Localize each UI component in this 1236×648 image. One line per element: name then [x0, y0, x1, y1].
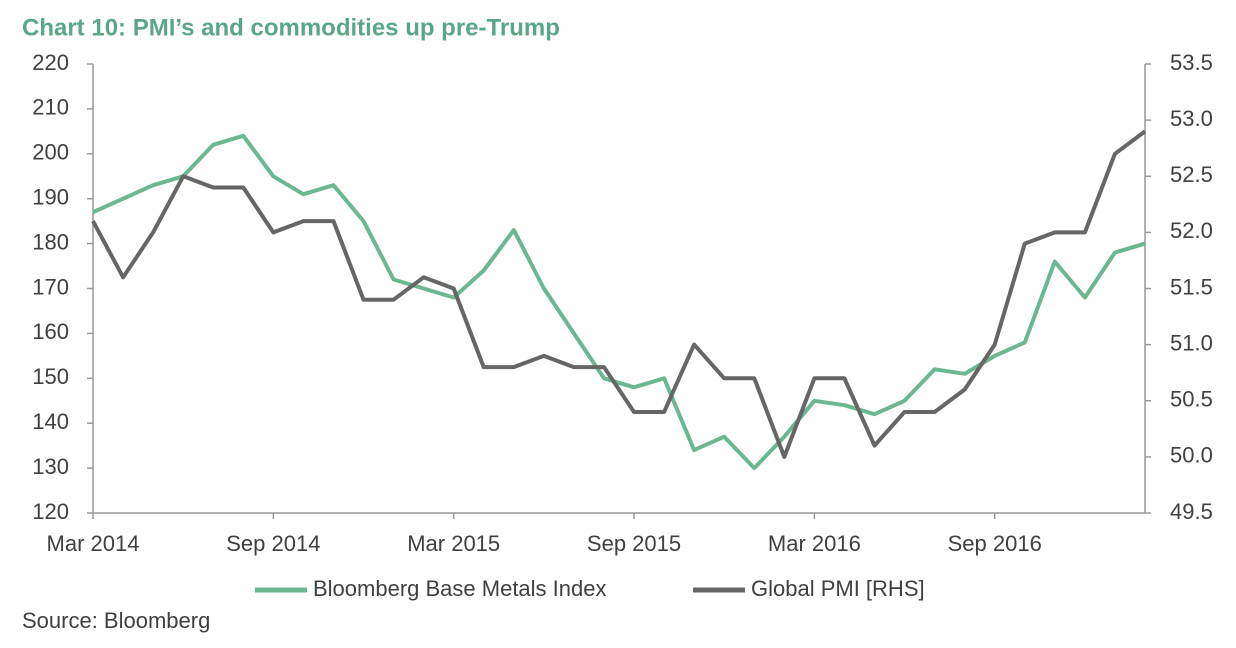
- y2-tick-label: 53.0: [1170, 106, 1213, 131]
- y2-tick-label: 52.0: [1170, 218, 1213, 243]
- x-tick-label: Mar 2016: [768, 531, 861, 556]
- y-tick-label: 220: [32, 50, 69, 75]
- series-line: [92, 133, 1146, 471]
- chart-title: Chart 10: PMI’s and commodities up pre-T…: [22, 14, 560, 41]
- y-tick-label: 130: [32, 454, 69, 479]
- series-line: [91, 129, 1147, 459]
- x-tick-label: Sep 2014: [226, 531, 320, 556]
- y-tick-label: 180: [32, 229, 69, 254]
- x-tick-label: Mar 2014: [47, 531, 140, 556]
- y-tick-label: 120: [32, 499, 69, 524]
- y-tick-label: 170: [32, 274, 69, 299]
- y2-tick-label: 51.5: [1170, 274, 1213, 299]
- legend-label: Bloomberg Base Metals Index: [313, 576, 607, 601]
- y-tick-label: 210: [32, 95, 69, 120]
- legend-label: Global PMI [RHS]: [751, 576, 925, 601]
- y2-tick-label: 50.5: [1170, 387, 1213, 412]
- y2-tick-label: 53.5: [1170, 50, 1213, 75]
- y-tick-label: 190: [32, 185, 69, 210]
- y-tick-label: 140: [32, 409, 69, 434]
- y2-tick-label: 52.5: [1170, 162, 1213, 187]
- y2-tick-label: 51.0: [1170, 330, 1213, 355]
- y-tick-label: 150: [32, 364, 69, 389]
- y-tick-label: 200: [32, 140, 69, 165]
- x-tick-label: Mar 2015: [407, 531, 500, 556]
- y2-tick-label: 49.5: [1170, 499, 1213, 524]
- x-tick-label: Sep 2015: [587, 531, 681, 556]
- y-tick-label: 160: [32, 319, 69, 344]
- x-tick-label: Sep 2016: [948, 531, 1042, 556]
- source-note: Source: Bloomberg: [22, 608, 210, 633]
- y2-tick-label: 50.0: [1170, 443, 1213, 468]
